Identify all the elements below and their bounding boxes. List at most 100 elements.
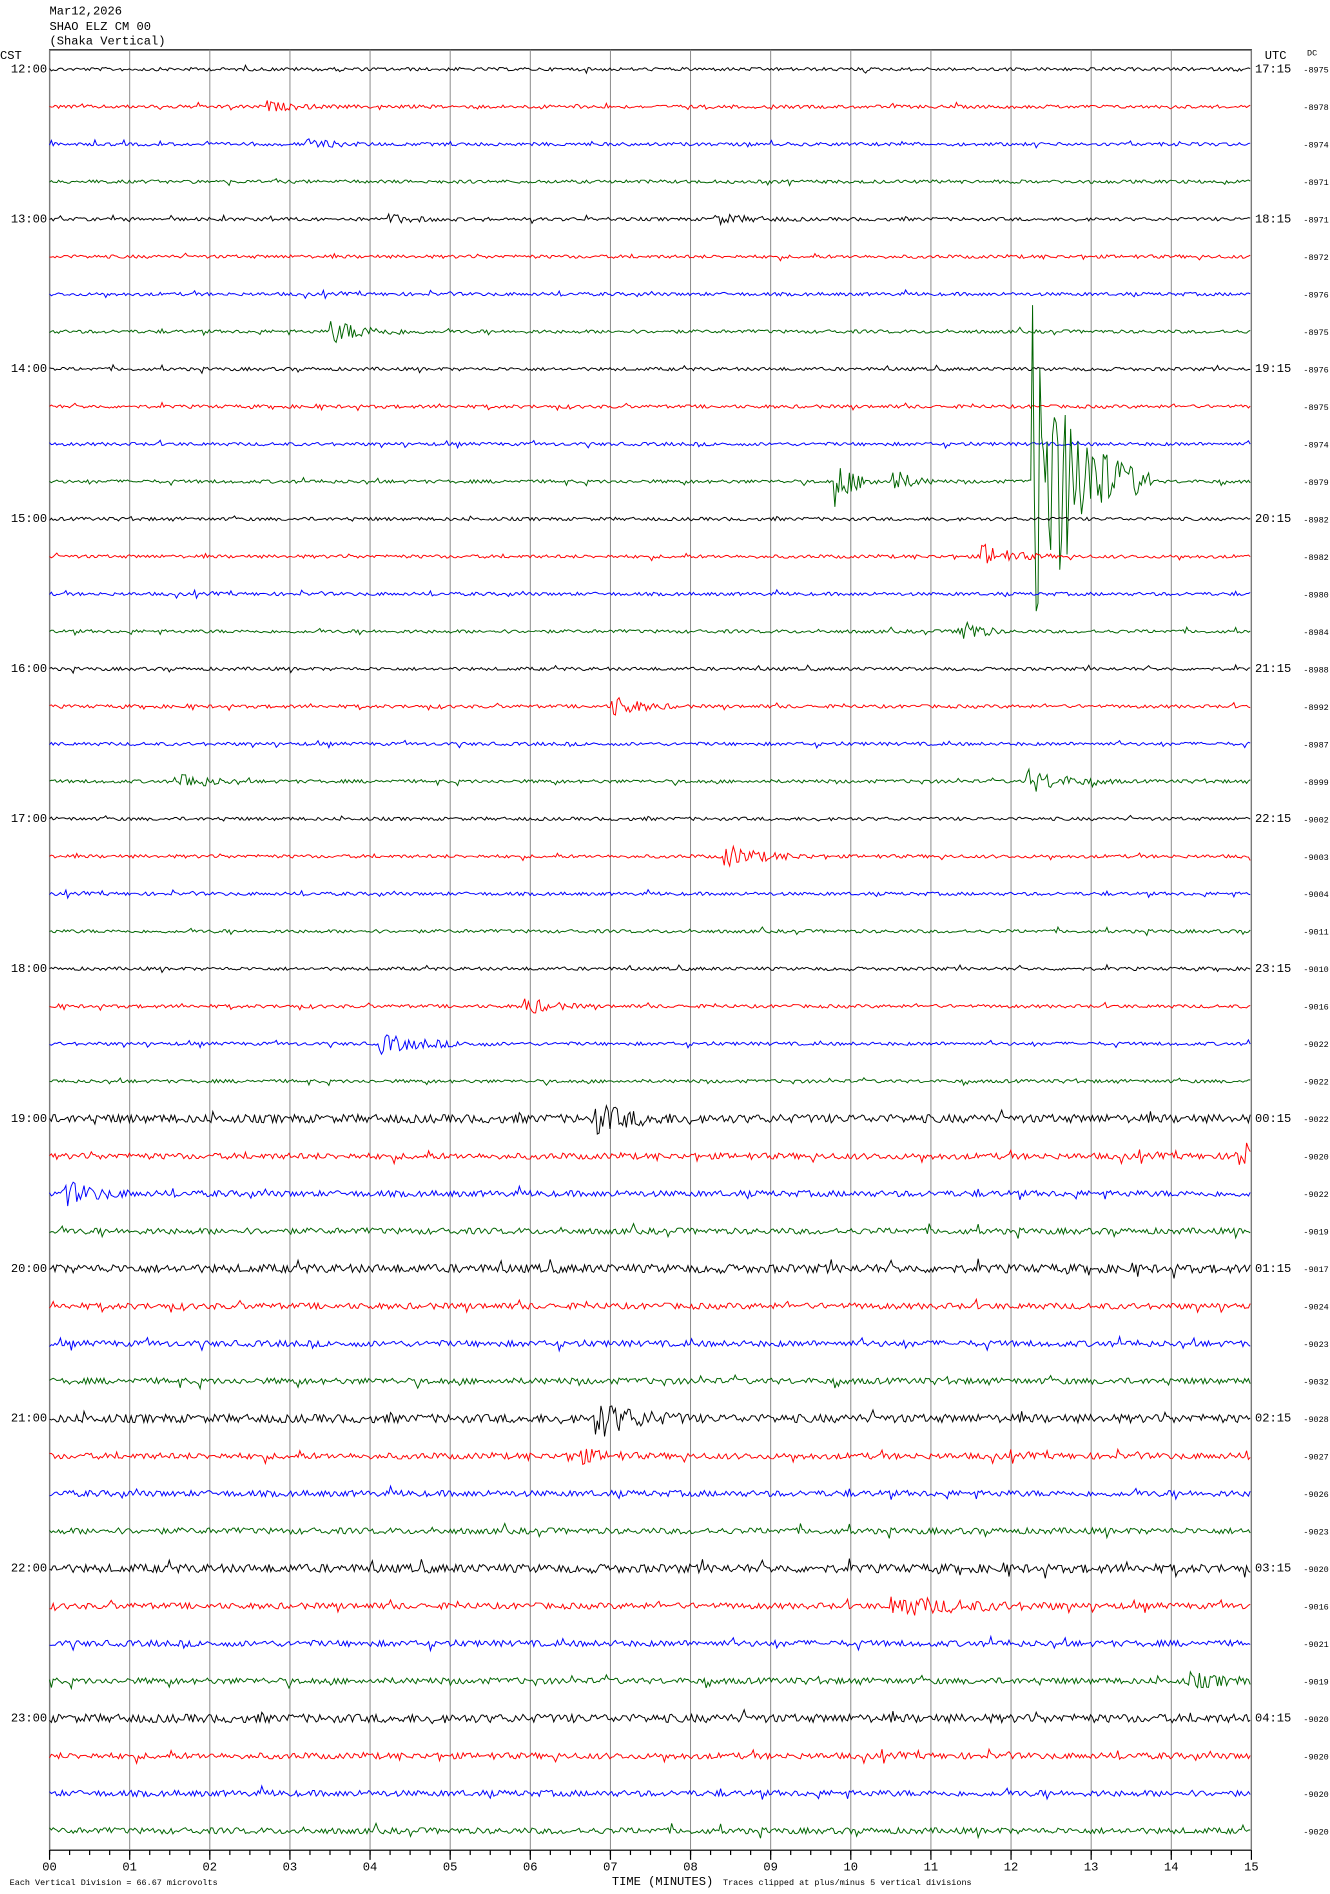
dc-value: -8972 (1303, 253, 1328, 263)
trace (49, 1104, 1251, 1135)
dc-value: -8988 (1303, 665, 1328, 675)
dc-value: -8974 (1303, 141, 1328, 151)
division-note: Each Vertical Division = 66.67 microvolt… (10, 1878, 218, 1888)
left-time: 23:00 (11, 1712, 47, 1726)
axis-title: TIME (MINUTES) (612, 1875, 713, 1889)
trace (49, 963, 1251, 974)
left-time: 14:00 (11, 362, 47, 376)
dc-heading: DC (1307, 49, 1317, 59)
trace (49, 1596, 1251, 1616)
trace (49, 1634, 1251, 1653)
trace (49, 925, 1251, 937)
trace (49, 1558, 1251, 1579)
description: (Shaka Vertical) (50, 35, 166, 49)
trace (49, 1747, 1251, 1765)
trace (49, 1708, 1251, 1725)
dc-value: -9016 (1303, 1003, 1328, 1013)
trace (49, 543, 1251, 564)
x-tick-label: 05 (443, 1860, 458, 1874)
x-tick-label: 02 (203, 1860, 217, 1874)
dc-value: -9024 (1303, 1303, 1328, 1313)
dc-value: -9011 (1303, 928, 1328, 938)
trace (49, 739, 1251, 750)
dc-value: -8971 (1303, 216, 1328, 226)
trace (49, 1142, 1251, 1166)
x-tick-label: 12 (1004, 1860, 1019, 1874)
trace (49, 178, 1251, 187)
x-tick-label: 06 (523, 1860, 538, 1874)
dc-value: -9022 (1303, 1078, 1328, 1088)
trace (49, 1258, 1251, 1279)
trace (49, 1077, 1251, 1087)
clip-note: Traces clipped at plus/minus 5 vertical … (723, 1878, 972, 1888)
dc-value: -9020 (1303, 1153, 1328, 1163)
trace (49, 1784, 1251, 1801)
dc-value: -9020 (1303, 1790, 1328, 1800)
left-zone: CST (0, 49, 22, 63)
trace (49, 212, 1251, 227)
dc-value: -9010 (1303, 965, 1328, 975)
x-tick-label: 13 (1084, 1860, 1099, 1874)
dc-value: -9032 (1303, 1378, 1328, 1388)
dc-value: -9027 (1303, 1452, 1328, 1462)
x-tick-label: 07 (603, 1860, 618, 1874)
trace (49, 1405, 1251, 1437)
x-tick-label: 10 (844, 1860, 859, 1874)
trace (49, 814, 1251, 822)
dc-value: -9020 (1303, 1827, 1328, 1837)
left-time: 22:00 (11, 1562, 47, 1576)
right-time: 17:15 (1255, 62, 1291, 76)
right-zone: UTC (1265, 49, 1287, 63)
dc-value: -8978 (1303, 103, 1328, 113)
trace (49, 439, 1251, 450)
right-time: 01:15 (1255, 1262, 1291, 1276)
dc-value: -9002 (1303, 815, 1328, 825)
left-time: 19:00 (11, 1112, 47, 1126)
trace (49, 1297, 1251, 1314)
x-tick-label: 01 (122, 1860, 136, 1874)
trace (49, 1447, 1251, 1466)
dc-value: -9021 (1303, 1640, 1328, 1650)
plot-frame (48, 49, 1253, 1851)
dc-value: -9022 (1303, 1115, 1328, 1125)
dc-value: -9020 (1303, 1752, 1328, 1762)
trace (49, 288, 1251, 300)
right-time: 03:15 (1255, 1562, 1291, 1576)
dc-value: -9028 (1303, 1415, 1328, 1425)
dc-value: -8982 (1303, 515, 1328, 525)
trace (49, 767, 1251, 792)
x-tick-label: 03 (283, 1860, 298, 1874)
trace (49, 588, 1251, 600)
dc-value: -8974 (1303, 440, 1328, 450)
left-time: 21:00 (11, 1412, 47, 1426)
dc-value: -8975 (1303, 403, 1328, 413)
dc-value: -9004 (1303, 890, 1328, 900)
dc-value: -9016 (1303, 1602, 1328, 1612)
x-tick-label: 11 (924, 1860, 939, 1874)
left-time: 13:00 (11, 212, 47, 226)
dc-value: -8976 (1303, 291, 1328, 301)
dc-value: -8982 (1303, 553, 1328, 563)
date: Mar12,2026 (50, 4, 122, 18)
left-time: 20:00 (11, 1262, 47, 1276)
right-time: 02:15 (1255, 1412, 1291, 1426)
trace (49, 100, 1251, 112)
x-tick-label: 04 (363, 1860, 378, 1874)
trace (49, 138, 1251, 149)
dc-value: -8984 (1303, 628, 1328, 638)
trace (49, 252, 1251, 262)
station: SHAO ELZ CM 00 (50, 20, 151, 34)
right-time: 04:15 (1255, 1712, 1291, 1726)
trace (49, 1373, 1251, 1391)
dc-value: -8971 (1303, 178, 1328, 188)
dc-value: -9003 (1303, 853, 1328, 863)
x-tick-label: 08 (683, 1860, 698, 1874)
right-time: 21:15 (1255, 662, 1291, 676)
dc-value: -9022 (1303, 1040, 1328, 1050)
dc-value: -9022 (1303, 1190, 1328, 1200)
trace (49, 321, 1251, 344)
left-time: 18:00 (11, 962, 47, 976)
trace (49, 663, 1251, 675)
dc-value: -8979 (1303, 478, 1328, 488)
dc-value: -9019 (1303, 1228, 1328, 1238)
